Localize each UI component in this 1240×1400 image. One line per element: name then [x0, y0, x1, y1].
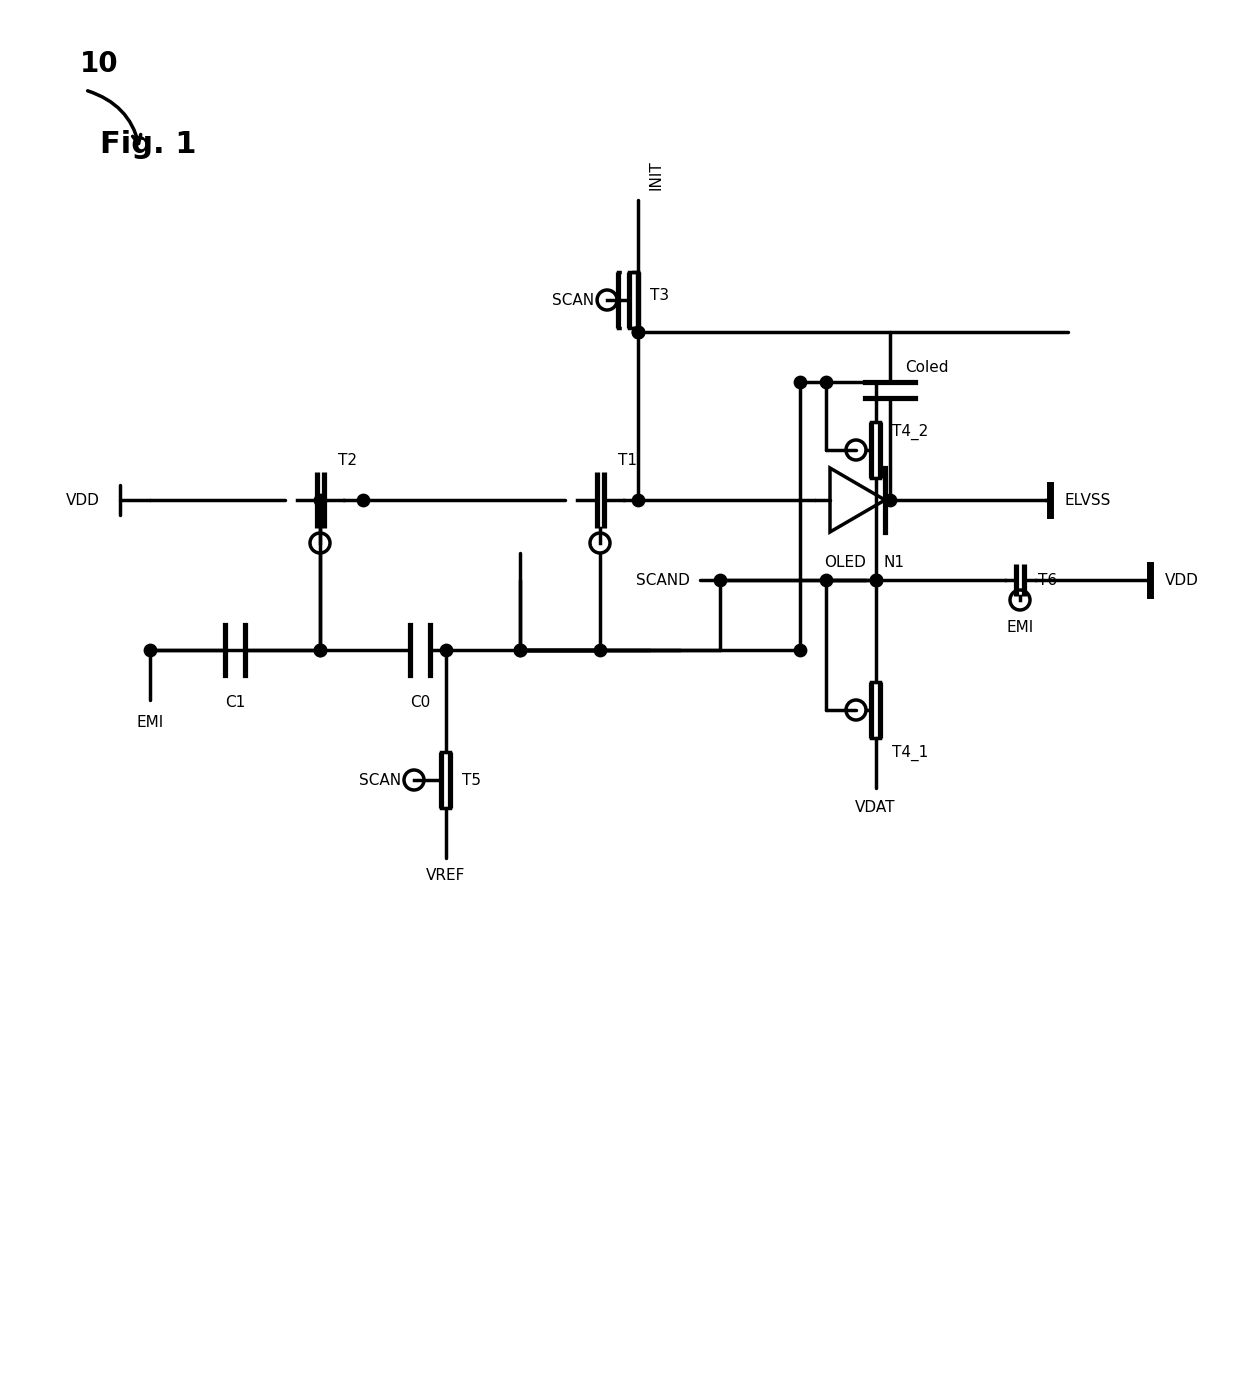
Point: [816, 371, 836, 393]
Point: [310, 489, 330, 511]
Point: [510, 638, 529, 661]
Text: T3: T3: [650, 287, 670, 302]
Text: SCAND: SCAND: [636, 573, 689, 588]
Point: [629, 489, 649, 511]
Text: T4_1: T4_1: [892, 745, 929, 762]
Point: [140, 638, 160, 661]
Point: [866, 568, 885, 591]
Point: [629, 321, 649, 343]
Text: INIT: INIT: [649, 160, 663, 190]
Point: [510, 638, 529, 661]
Text: OLED: OLED: [825, 554, 866, 570]
Text: T2: T2: [339, 454, 357, 468]
Text: 10: 10: [81, 50, 119, 78]
Text: VDD: VDD: [66, 493, 100, 508]
Text: SCAN: SCAN: [358, 773, 401, 787]
Text: T4_2: T4_2: [892, 424, 929, 440]
Text: C1: C1: [224, 694, 246, 710]
Text: EMI: EMI: [1007, 620, 1034, 636]
Point: [816, 568, 836, 591]
Point: [790, 638, 810, 661]
Text: C0: C0: [410, 694, 430, 710]
Point: [590, 638, 610, 661]
Text: Fig. 1: Fig. 1: [100, 130, 196, 160]
Point: [353, 489, 373, 511]
Text: T1: T1: [618, 454, 637, 468]
Text: T6: T6: [1038, 573, 1058, 588]
Point: [790, 371, 810, 393]
Point: [866, 568, 885, 591]
Text: EMI: EMI: [136, 715, 164, 729]
Point: [310, 638, 330, 661]
Text: T5: T5: [463, 773, 481, 787]
Text: VREF: VREF: [425, 868, 465, 883]
Point: [629, 321, 649, 343]
FancyArrowPatch shape: [88, 91, 140, 144]
Text: VDD: VDD: [1166, 573, 1199, 588]
Text: N1: N1: [884, 554, 904, 570]
Point: [310, 638, 330, 661]
Point: [880, 489, 900, 511]
Point: [711, 568, 730, 591]
Text: ELVSS: ELVSS: [1065, 493, 1111, 508]
Text: SCAN: SCAN: [552, 293, 594, 308]
Text: VDAT: VDAT: [856, 799, 895, 815]
Point: [435, 638, 455, 661]
Text: Coled: Coled: [905, 360, 949, 375]
